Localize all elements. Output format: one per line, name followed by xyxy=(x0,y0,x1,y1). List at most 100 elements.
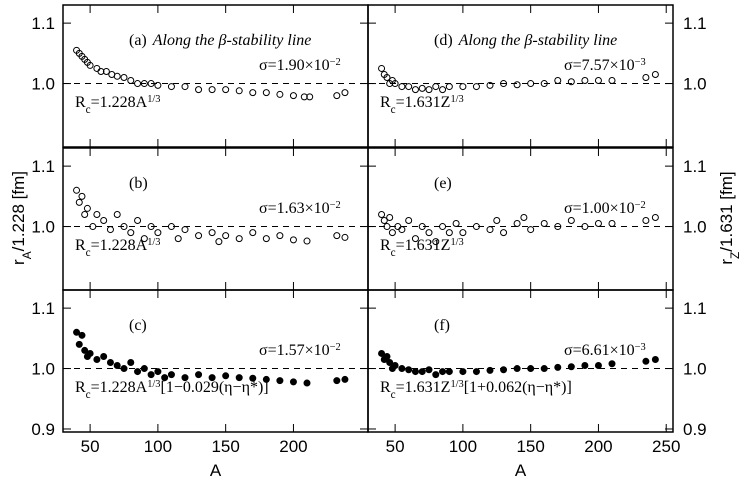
formula-text: Rc=1.631Z1/3 xyxy=(380,94,464,117)
data-point xyxy=(181,83,189,91)
data-point xyxy=(608,220,616,228)
data-point xyxy=(120,223,128,231)
data-point xyxy=(383,223,391,231)
text-segment: =1.228A xyxy=(91,237,148,254)
data-point xyxy=(78,331,86,339)
y-tick-label: 1.0 xyxy=(683,360,707,379)
data-point xyxy=(134,217,142,225)
data-point xyxy=(86,349,94,357)
data-point xyxy=(113,72,121,80)
data-point xyxy=(391,362,399,370)
y-tick-label: 1.1 xyxy=(31,299,55,318)
data-point xyxy=(249,229,257,237)
formula-text: Rc=1.631Z1/3[1+0.062(η−η*)] xyxy=(380,379,572,402)
data-point xyxy=(262,235,270,243)
data-point xyxy=(276,90,284,98)
data-point xyxy=(445,368,453,376)
data-point xyxy=(83,204,91,212)
x-tick-label: 200 xyxy=(279,437,307,456)
data-point xyxy=(333,232,341,240)
data-point xyxy=(405,83,413,91)
text-segment: /1.631 [fm] xyxy=(717,171,736,251)
sigma-text: σ=1.00×10−2 xyxy=(564,200,646,218)
text-segment: R xyxy=(75,94,86,111)
sigma-text: σ=1.63×10−2 xyxy=(259,200,341,218)
data-point xyxy=(97,67,105,75)
data-point xyxy=(439,368,447,376)
data-point xyxy=(147,80,155,88)
data-point xyxy=(140,235,148,243)
data-point xyxy=(262,89,270,97)
y-tick-label: 1.1 xyxy=(31,157,55,176)
data-point xyxy=(78,192,86,200)
data-point xyxy=(459,83,467,91)
data-point xyxy=(154,368,162,376)
text-segment: /1.228 [fm] xyxy=(9,171,28,251)
data-point xyxy=(418,84,426,92)
x-tick-label: 100 xyxy=(449,437,477,456)
data-point xyxy=(235,374,243,382)
panel-frame xyxy=(367,289,674,433)
data-point xyxy=(167,371,175,379)
data-point xyxy=(81,346,89,354)
data-point xyxy=(432,238,440,246)
data-point xyxy=(391,80,399,88)
formula-text: Rc=1.631Z1/3 xyxy=(380,237,464,260)
y-tick-label: 1.0 xyxy=(31,218,55,237)
data-point xyxy=(276,232,284,240)
data-point xyxy=(93,210,101,218)
data-point xyxy=(73,186,81,194)
data-point xyxy=(86,61,94,69)
text-segment: σ=6.61×10 xyxy=(564,342,635,359)
text-segment: 1/3 xyxy=(450,237,463,248)
data-point xyxy=(113,362,121,370)
text-segment: R xyxy=(380,237,391,254)
x-tick-label: 250 xyxy=(652,437,680,456)
x-tick-label: 150 xyxy=(211,437,239,456)
data-point xyxy=(195,86,203,94)
data-point xyxy=(418,368,426,376)
text-segment: c xyxy=(86,389,91,401)
data-point xyxy=(235,87,243,95)
data-point xyxy=(195,371,203,379)
data-point xyxy=(493,217,501,225)
data-point xyxy=(513,365,521,373)
panel-label: (b) xyxy=(129,175,148,192)
data-point xyxy=(383,74,391,82)
text-segment: c xyxy=(391,247,396,259)
y-tick-label: 1.1 xyxy=(31,14,55,33)
data-point xyxy=(445,83,453,91)
sigma-text: σ=1.90×10−2 xyxy=(259,57,341,75)
x-axis-label: A xyxy=(515,461,527,480)
data-point xyxy=(554,77,562,85)
y-tick-label: 0.9 xyxy=(683,420,707,439)
panel-label: (f) xyxy=(434,317,450,334)
panel-letter: (a) xyxy=(129,32,147,49)
data-point xyxy=(594,77,602,85)
data-point xyxy=(276,377,284,385)
data-point xyxy=(386,359,394,367)
data-point xyxy=(581,362,589,370)
data-point xyxy=(425,366,433,374)
y-tick-label: 1.1 xyxy=(683,299,707,318)
panel-label: (e) xyxy=(434,175,452,192)
data-point xyxy=(341,375,349,383)
data-point xyxy=(106,359,114,367)
text-segment: r xyxy=(717,259,736,265)
text-segment: 1/3 xyxy=(147,379,160,390)
data-point xyxy=(378,349,386,357)
data-point xyxy=(147,371,155,379)
panel-letter: (e) xyxy=(434,175,452,192)
panel-frame xyxy=(62,147,369,291)
text-segment: [1+0.062(η−η*)] xyxy=(464,379,572,396)
data-point xyxy=(594,220,602,228)
data-point xyxy=(154,81,162,89)
text-segment: R xyxy=(380,379,391,396)
y-tick-label: 1.0 xyxy=(683,218,707,237)
panel-label: (d) Along the β-stability line xyxy=(434,32,617,49)
data-point xyxy=(405,217,413,225)
text-segment: σ=1.90×10 xyxy=(259,57,330,74)
data-point xyxy=(222,372,230,380)
data-point xyxy=(432,83,440,91)
